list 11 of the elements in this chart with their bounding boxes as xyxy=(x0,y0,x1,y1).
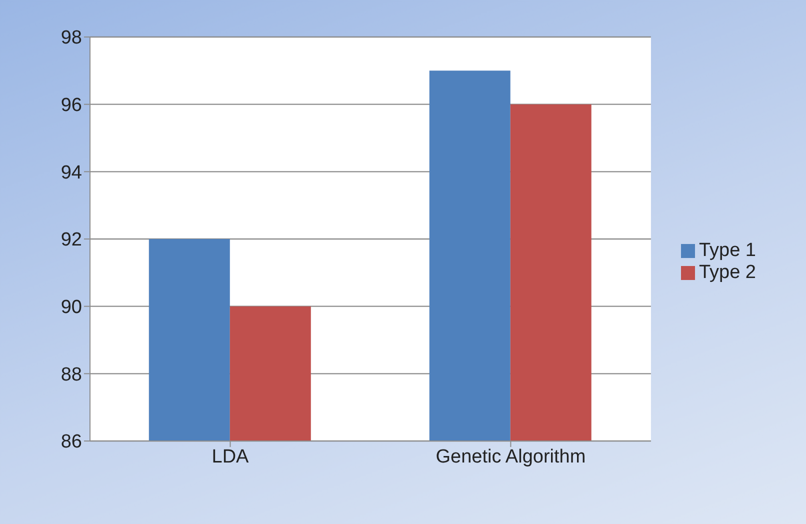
y-tick-label: 98 xyxy=(60,28,82,49)
legend-label: Type 2 xyxy=(698,262,756,283)
x-tick-label: LDA xyxy=(212,446,250,468)
y-tick-label: 88 xyxy=(60,364,82,386)
y-tick-label: 94 xyxy=(60,162,82,184)
y-tick-label: 96 xyxy=(60,95,82,116)
y-tick-label: 90 xyxy=(60,297,82,318)
y-tick-label: 92 xyxy=(60,230,82,251)
x-tick-label: Genetic Algorithm xyxy=(436,446,586,468)
y-tick-label: 86 xyxy=(60,432,82,453)
legend-label: Type 1 xyxy=(698,240,756,261)
